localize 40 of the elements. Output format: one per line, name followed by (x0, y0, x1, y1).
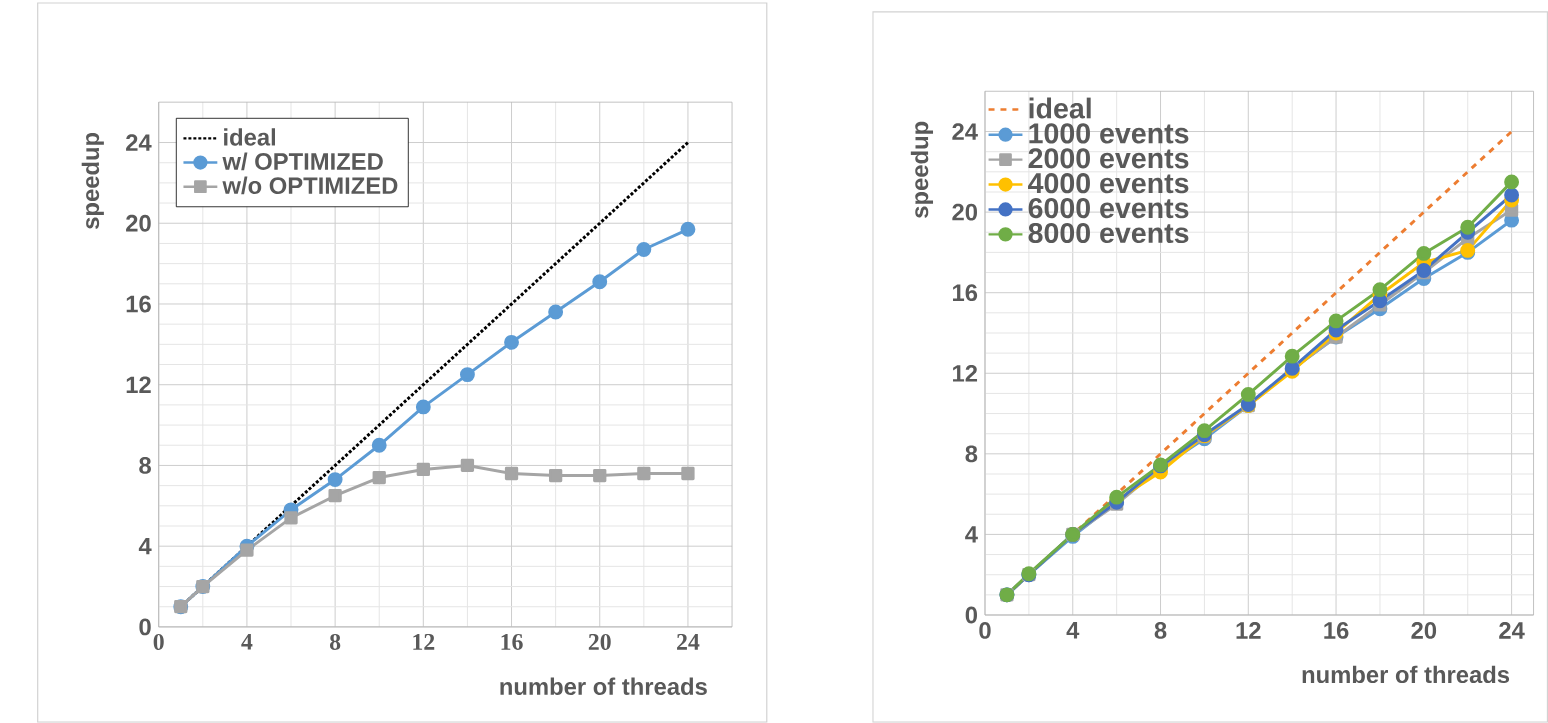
y-tick-label: 24 (952, 123, 978, 140)
legend-label: 2000 events (1028, 148, 1189, 169)
y-axis-title: speedup (81, 133, 104, 230)
y-tick-label: 8 (139, 457, 151, 474)
x-tick-label: 24 (677, 634, 700, 650)
x-tick-label: 16 (501, 634, 523, 651)
x-tick-label: 12 (413, 634, 435, 650)
legend-label: ideal (224, 128, 276, 146)
x-axis-title: number of threads (500, 677, 707, 696)
x-tick-label: 8 (1154, 622, 1167, 639)
x-tick-label: 16 (1324, 622, 1349, 639)
y-tick-label: 16 (126, 295, 151, 313)
x-tick-label: 4 (241, 634, 253, 650)
y-tick-label: 20 (126, 214, 151, 232)
x-tick-label: 12 (1236, 622, 1261, 639)
y-tick-label: 8 (965, 445, 978, 463)
y-axis-title: speedup (910, 121, 934, 219)
y-tick-label: 4 (138, 538, 152, 555)
y-tick-label: 20 (952, 203, 977, 221)
x-axis-title: number of threads (1302, 665, 1510, 684)
y-tick-label: 4 (965, 526, 978, 543)
x-tick-label: 24 (1499, 622, 1525, 639)
legend-label: w/ OPTIMIZED (222, 152, 383, 171)
y-tick-label: 0 (965, 606, 978, 624)
x-tick-label: 8 (329, 634, 341, 651)
x-tick-label: 20 (588, 634, 611, 651)
x-tick-label: 0 (153, 634, 164, 651)
legend-label: ideal (1029, 97, 1091, 119)
y-tick-label: 16 (953, 284, 978, 302)
legend-label: 8000 events (1028, 223, 1189, 244)
y-tick-label: 12 (953, 365, 978, 382)
legend-label: 1000 events (1029, 123, 1189, 144)
x-tick-label: 20 (1411, 622, 1437, 639)
y-tick-label: 24 (126, 134, 152, 151)
legend-label: 4000 events (1028, 173, 1189, 194)
legend-label: w/o OPTIMIZED (222, 176, 398, 195)
x-tick-label: 0 (979, 622, 991, 639)
y-tick-label: 12 (126, 376, 151, 394)
legend-label: 6000 events (1028, 198, 1189, 219)
x-tick-label: 4 (1066, 622, 1080, 639)
